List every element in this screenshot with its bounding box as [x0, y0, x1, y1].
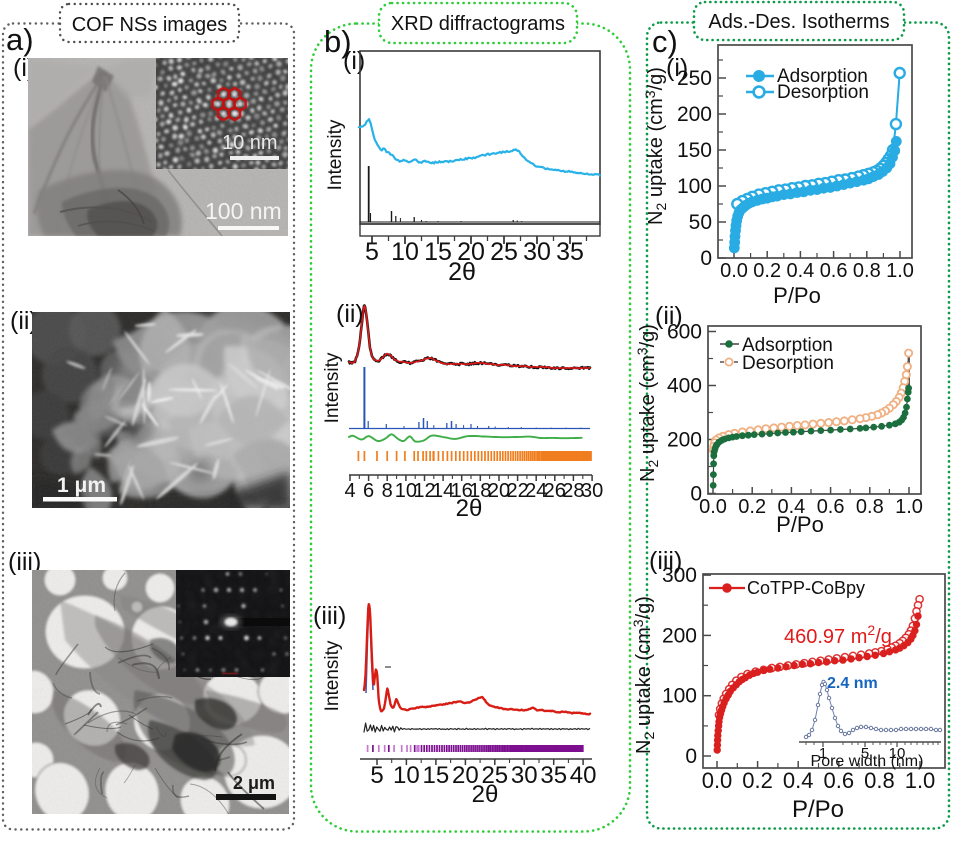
svg-text:0.4: 0.4: [783, 768, 814, 793]
svg-text:1.0: 1.0: [886, 260, 914, 282]
svg-text:b): b): [324, 24, 352, 59]
svg-text:Intensity: Intensity: [322, 640, 343, 711]
svg-text:15: 15: [424, 238, 452, 266]
svg-text:Adsorption: Adsorption: [777, 66, 868, 87]
svg-text:25: 25: [481, 762, 508, 789]
svg-text:5: 5: [370, 762, 383, 789]
svg-text:0.2: 0.2: [753, 260, 781, 282]
svg-text:200: 200: [677, 103, 712, 126]
svg-text:5: 5: [365, 238, 379, 266]
svg-text:0.8: 0.8: [856, 496, 884, 518]
svg-text:N2 uptake (cm3/g): N2 uptake (cm3/g): [630, 596, 657, 754]
svg-text:0.4: 0.4: [786, 260, 814, 282]
svg-text:50: 50: [689, 211, 712, 234]
svg-text:200: 200: [662, 624, 697, 647]
svg-text:0.6: 0.6: [817, 496, 845, 518]
svg-text:c): c): [652, 24, 678, 59]
svg-text:460.97 m2/g: 460.97 m2/g: [784, 622, 892, 648]
svg-text:30: 30: [523, 238, 551, 266]
svg-text:10: 10: [393, 762, 420, 789]
svg-text:400: 400: [667, 375, 702, 398]
svg-text:0.8: 0.8: [864, 768, 895, 793]
svg-text:XRD diffractograms: XRD diffractograms: [391, 13, 565, 35]
svg-text:100: 100: [662, 685, 697, 708]
svg-text:30: 30: [581, 480, 603, 502]
svg-text:5: 5: [861, 745, 869, 762]
svg-text:0: 0: [700, 247, 712, 270]
svg-text:4: 4: [344, 480, 355, 502]
svg-text:1.0: 1.0: [905, 768, 936, 793]
svg-text:1: 1: [819, 745, 827, 762]
svg-text:(ii): (ii): [655, 302, 683, 330]
svg-text:N2 uptake (cm3/g): N2 uptake (cm3/g): [642, 67, 669, 225]
svg-text:Adsorption: Adsorption: [742, 335, 833, 356]
svg-text:Desorption: Desorption: [777, 82, 869, 103]
svg-text:2.4 nm: 2.4 nm: [827, 675, 878, 692]
svg-text:0.0: 0.0: [702, 768, 733, 793]
svg-text:20: 20: [452, 762, 479, 789]
svg-text:N2 uptake (cm3/g): N2 uptake (cm3/g): [634, 324, 661, 482]
svg-text:250: 250: [677, 67, 712, 90]
svg-text:24: 24: [525, 480, 547, 502]
svg-text:10: 10: [395, 480, 417, 502]
svg-text:2θ: 2θ: [472, 781, 499, 808]
svg-text:Ads.-Des. Isotherms: Ads.-Des. Isotherms: [708, 11, 889, 33]
svg-text:0.2: 0.2: [742, 768, 773, 793]
svg-text:0.8: 0.8: [853, 260, 881, 282]
svg-text:CoTPP-CoBpy: CoTPP-CoBpy: [747, 578, 865, 598]
svg-text:22: 22: [506, 480, 528, 502]
svg-text:100 nm: 100 nm: [205, 198, 282, 224]
svg-text:16: 16: [451, 480, 473, 502]
svg-text:Intensity: Intensity: [322, 352, 343, 423]
svg-text:0: 0: [690, 483, 702, 506]
svg-text:6: 6: [363, 480, 374, 502]
svg-text:25: 25: [490, 238, 518, 266]
svg-text:10 nm: 10 nm: [222, 132, 278, 154]
svg-text:26: 26: [544, 480, 566, 502]
svg-text:35: 35: [556, 238, 584, 266]
svg-text:200: 200: [667, 429, 702, 452]
svg-text:150: 150: [677, 139, 712, 162]
svg-text:0.6: 0.6: [824, 768, 855, 793]
svg-text:600: 600: [667, 321, 702, 344]
svg-text:P/Po: P/Po: [776, 512, 824, 537]
svg-text:12: 12: [413, 480, 435, 502]
svg-text:30: 30: [511, 762, 538, 789]
svg-text:0.0: 0.0: [699, 496, 727, 518]
svg-text:Pore width (nm): Pore width (nm): [811, 753, 924, 770]
svg-text:300: 300: [662, 564, 697, 587]
svg-text:2θ: 2θ: [456, 495, 483, 522]
svg-text:35: 35: [540, 762, 567, 789]
svg-text:0: 0: [685, 745, 697, 768]
svg-text:(iii): (iii): [649, 547, 682, 575]
svg-text:a): a): [6, 22, 34, 57]
svg-text:0.4: 0.4: [777, 496, 805, 518]
svg-text:P/Po: P/Po: [792, 796, 844, 823]
svg-text:10: 10: [391, 238, 419, 266]
svg-text:1 μm: 1 μm: [57, 474, 106, 497]
svg-text:(iii): (iii): [313, 602, 346, 630]
svg-text:0.6: 0.6: [820, 260, 848, 282]
svg-text:1.0: 1.0: [895, 496, 923, 518]
svg-text:Intensity: Intensity: [325, 119, 346, 190]
svg-text:20: 20: [488, 480, 510, 502]
svg-text:2θ: 2θ: [448, 258, 476, 286]
svg-text:14: 14: [432, 480, 454, 502]
svg-text:40: 40: [570, 762, 597, 789]
svg-text:28: 28: [562, 480, 584, 502]
svg-text:(ii): (ii): [336, 300, 364, 328]
svg-text:100: 100: [677, 175, 712, 198]
svg-text:P/Po: P/Po: [773, 283, 821, 308]
svg-text:15: 15: [423, 762, 450, 789]
svg-text:2 μm: 2 μm: [233, 773, 275, 793]
svg-text:20: 20: [457, 238, 485, 266]
svg-text:Desorption: Desorption: [742, 353, 834, 374]
svg-text:8: 8: [382, 480, 393, 502]
svg-text:COF NSs images: COF NSs images: [72, 14, 228, 36]
svg-text:10: 10: [889, 745, 906, 762]
svg-text:0.2: 0.2: [738, 496, 766, 518]
svg-text:(i): (i): [666, 54, 688, 82]
svg-text:18: 18: [469, 480, 491, 502]
svg-text:0.0: 0.0: [720, 260, 748, 282]
